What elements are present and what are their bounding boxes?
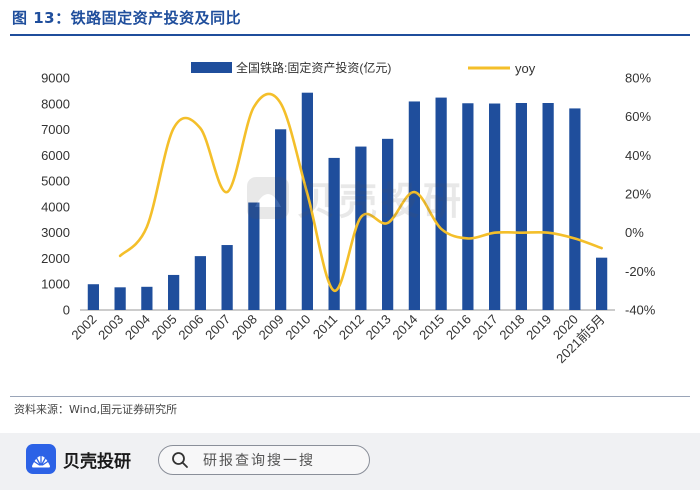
y-left-tick-label: 9000 (41, 71, 70, 86)
bar (462, 103, 474, 310)
x-tick-label: 2004 (122, 312, 153, 343)
search-icon (172, 452, 188, 468)
y-left-tick-label: 2000 (41, 251, 70, 266)
y-right-tick-label: 60% (625, 109, 651, 124)
x-tick-label: 2014 (389, 312, 420, 343)
legend-line-label: yoy (515, 61, 536, 76)
x-tick-label: 2006 (175, 312, 206, 343)
bar (248, 202, 260, 310)
search-box[interactable]: 研报查询搜一搜 (158, 445, 370, 475)
title-divider (10, 34, 690, 36)
x-tick-label: 2017 (470, 312, 501, 343)
legend-bar-label: 全国铁路:固定资产投资(亿元) (236, 60, 391, 75)
x-tick-label: 2013 (363, 312, 394, 343)
y-left-tick-label: 0 (63, 303, 70, 318)
bar (569, 108, 581, 310)
x-tick-label: 2019 (523, 312, 554, 343)
y-left-tick-label: 1000 (41, 277, 70, 292)
y-left-tick-label: 6000 (41, 148, 70, 163)
x-tick-label: 2016 (443, 312, 474, 343)
bar (489, 103, 501, 311)
source-divider (10, 396, 690, 397)
x-tick-label: 2015 (416, 312, 447, 343)
bar (542, 103, 554, 310)
x-tick-label: 2002 (68, 312, 99, 343)
y-left-tick-label: 7000 (41, 122, 70, 137)
x-tick-label: 2012 (336, 312, 367, 343)
bar (87, 284, 99, 310)
shell-icon (26, 444, 56, 474)
x-tick-label: 2007 (202, 312, 233, 343)
x-tick-label: 2011 (310, 312, 340, 342)
x-tick-label: 2003 (95, 312, 126, 343)
bar (301, 92, 313, 310)
y-right-tick-label: 40% (625, 148, 651, 163)
bar (382, 138, 394, 310)
search-input[interactable]: 研报查询搜一搜 (203, 453, 315, 469)
x-tick-label: 2010 (282, 312, 313, 343)
y-left-tick-label: 3000 (41, 225, 70, 240)
y-right-tick-label: -20% (625, 264, 656, 279)
source-note: 资料来源：Wind,国元证券研究所 (14, 403, 178, 416)
bar (221, 245, 233, 310)
bar (275, 129, 287, 310)
y-left-tick-label: 4000 (41, 199, 70, 214)
bar (408, 101, 420, 310)
bar (141, 286, 153, 310)
brand[interactable]: 贝壳投研 (26, 444, 131, 474)
footer-bar: 贝壳投研 研报查询搜一搜 (0, 433, 700, 490)
legend-bar-swatch (191, 62, 232, 73)
bar (168, 274, 180, 310)
bar (355, 146, 367, 310)
yoy-line (118, 92, 603, 292)
chart: 0 1000 2000 3000 4000 5000 6000 7000 8000 9000 -40… (41, 60, 656, 366)
x-tick-label: 2009 (256, 312, 287, 343)
bar (114, 287, 126, 310)
x-tick-label: 2008 (229, 312, 260, 343)
brand-name: 贝壳投研 (63, 451, 131, 472)
x-tick-label: 2005 (149, 312, 180, 343)
y-left-tick-label: 5000 (41, 174, 70, 189)
y-right-tick-label: -40% (625, 303, 656, 318)
y-right-tick-label: 80% (625, 71, 651, 86)
bar (596, 257, 608, 310)
x-tick-label: 2018 (496, 312, 527, 343)
bar (515, 103, 527, 310)
bar (194, 256, 206, 310)
y-right-tick-label: 0% (625, 225, 644, 240)
bar (435, 97, 447, 310)
y-right-tick-label: 20% (625, 187, 651, 202)
figure-title: 图 13：铁路固定资产投资及同比 (12, 9, 242, 27)
y-left-tick-label: 8000 (41, 96, 70, 111)
bar (328, 157, 340, 310)
